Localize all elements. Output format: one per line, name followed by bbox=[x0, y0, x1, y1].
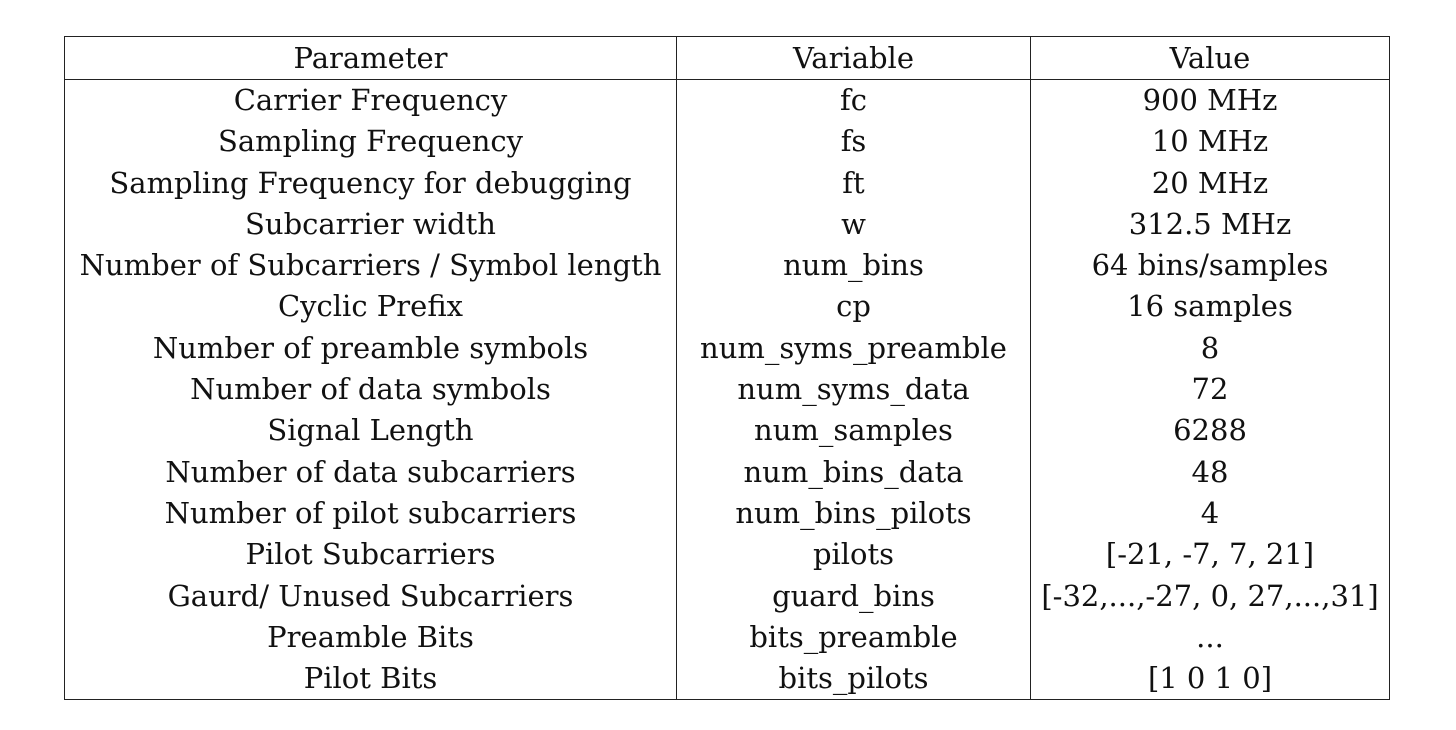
parameter-table: Parameter Variable Value Carrier Frequen… bbox=[64, 36, 1390, 701]
header-value: Value bbox=[1030, 36, 1390, 80]
table-row: Signal Length num_samples 6288 bbox=[64, 410, 1390, 452]
cell-value: 20 MHz bbox=[1030, 162, 1390, 204]
cell-parameter: Sampling Frequency for debugging bbox=[64, 162, 677, 204]
header-variable: Variable bbox=[676, 36, 1031, 80]
cell-value: [-21, -7, 7, 21] bbox=[1030, 534, 1390, 576]
cell-variable: num_syms_preamble bbox=[676, 327, 1031, 370]
cell-value: 72 bbox=[1030, 369, 1390, 411]
cell-variable: ft bbox=[676, 162, 1031, 204]
table-row: Number of data subcarriers num_bins_data… bbox=[64, 451, 1390, 493]
cell-parameter: Number of preamble symbols bbox=[64, 327, 677, 370]
cell-value: [-32,...,-27, 0, 27,...,31] bbox=[1030, 575, 1390, 617]
table-row: Sampling Frequency fs 10 MHz bbox=[64, 121, 1390, 163]
cell-parameter: Number of pilot subcarriers bbox=[64, 492, 677, 535]
cell-value: 48 bbox=[1030, 451, 1390, 493]
table-header: Parameter Variable Value bbox=[64, 36, 1390, 80]
cell-parameter: Signal Length bbox=[64, 410, 677, 452]
table-body: Carrier Frequency fc 900 MHz Sampling Fr… bbox=[64, 79, 1390, 701]
cell-value: 900 MHz bbox=[1030, 79, 1390, 122]
cell-variable: bits_pilots bbox=[676, 658, 1031, 701]
cell-variable: guard_bins bbox=[676, 575, 1031, 617]
cell-variable: cp bbox=[676, 286, 1031, 328]
table-row: Subcarrier width w 312.5 MHz bbox=[64, 203, 1390, 246]
table-row: Pilot Bits bits_pilots [1 0 1 0] bbox=[64, 658, 1390, 701]
cell-value: ... bbox=[1030, 616, 1390, 659]
table-row: Gaurd/ Unused Subcarriers guard_bins [-3… bbox=[64, 575, 1390, 617]
cell-value: 10 MHz bbox=[1030, 121, 1390, 163]
cell-parameter: Gaurd/ Unused Subcarriers bbox=[64, 575, 677, 617]
parameter-table-container: Parameter Variable Value Carrier Frequen… bbox=[64, 36, 1390, 701]
table-row: Number of Subcarriers / Symbol length nu… bbox=[64, 245, 1390, 287]
table-row: Preamble Bits bits_preamble ... bbox=[64, 616, 1390, 659]
cell-parameter: Number of data subcarriers bbox=[64, 451, 677, 493]
table-row: Carrier Frequency fc 900 MHz bbox=[64, 79, 1390, 122]
cell-value: 8 bbox=[1030, 327, 1390, 370]
cell-value: 64 bins/samples bbox=[1030, 245, 1390, 287]
cell-variable: num_samples bbox=[676, 410, 1031, 452]
cell-value: 16 samples bbox=[1030, 286, 1390, 328]
cell-variable: num_syms_data bbox=[676, 369, 1031, 411]
header-row: Parameter Variable Value bbox=[64, 36, 1390, 80]
cell-value: 4 bbox=[1030, 492, 1390, 535]
cell-variable: fc bbox=[676, 79, 1031, 122]
cell-parameter: Number of data symbols bbox=[64, 369, 677, 411]
table-row: Number of data symbols num_syms_data 72 bbox=[64, 369, 1390, 411]
cell-parameter: Preamble Bits bbox=[64, 616, 677, 659]
cell-parameter: Pilot Subcarriers bbox=[64, 534, 677, 576]
cell-variable: bits_preamble bbox=[676, 616, 1031, 659]
cell-value: [1 0 1 0] bbox=[1030, 658, 1390, 701]
cell-variable: w bbox=[676, 203, 1031, 246]
table-row: Number of pilot subcarriers num_bins_pil… bbox=[64, 492, 1390, 535]
cell-parameter: Sampling Frequency bbox=[64, 121, 677, 163]
table-row: Number of preamble symbols num_syms_prea… bbox=[64, 327, 1390, 370]
cell-variable: num_bins_data bbox=[676, 451, 1031, 493]
table-row: Sampling Frequency for debugging ft 20 M… bbox=[64, 162, 1390, 204]
cell-parameter: Cyclic Prefix bbox=[64, 286, 677, 328]
table-row: Pilot Subcarriers pilots [-21, -7, 7, 21… bbox=[64, 534, 1390, 576]
cell-parameter: Pilot Bits bbox=[64, 658, 677, 701]
cell-parameter: Number of Subcarriers / Symbol length bbox=[64, 245, 677, 287]
cell-parameter: Subcarrier width bbox=[64, 203, 677, 246]
cell-parameter: Carrier Frequency bbox=[64, 79, 677, 122]
cell-variable: pilots bbox=[676, 534, 1031, 576]
table-row: Cyclic Prefix cp 16 samples bbox=[64, 286, 1390, 328]
cell-value: 6288 bbox=[1030, 410, 1390, 452]
header-parameter: Parameter bbox=[64, 36, 677, 80]
cell-variable: num_bins bbox=[676, 245, 1031, 287]
cell-variable: num_bins_pilots bbox=[676, 492, 1031, 535]
cell-value: 312.5 MHz bbox=[1030, 203, 1390, 246]
cell-variable: fs bbox=[676, 121, 1031, 163]
